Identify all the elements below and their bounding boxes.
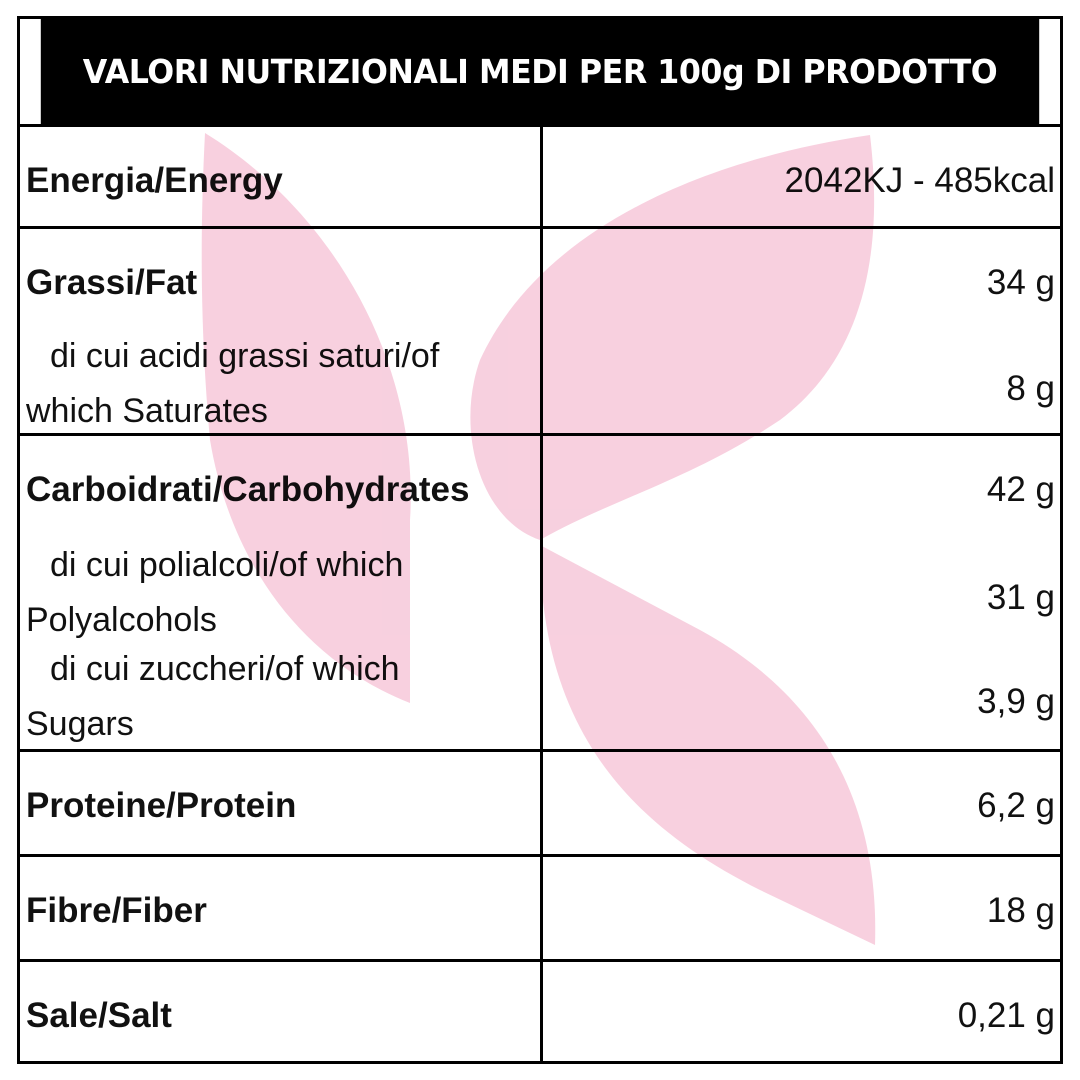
row-value: 6,2 g bbox=[977, 786, 1055, 825]
row-label: Fibre/Fiber bbox=[26, 891, 207, 930]
sub-label-polyalcohols: di cui polialcoli/of which Polyalcohols bbox=[26, 546, 404, 639]
row-value: 42 g bbox=[986, 470, 1055, 509]
row-label: Sale/Salt bbox=[26, 996, 172, 1035]
column-divider bbox=[540, 124, 543, 1061]
sub-label-saturates: di cui acidi grassi saturi/of which Satu… bbox=[26, 337, 440, 430]
sub-value-saturates: 8 g bbox=[1006, 369, 1055, 408]
row-value: 18 g bbox=[986, 891, 1055, 930]
sub-value-sugars: 3,9 g bbox=[977, 682, 1055, 721]
sub-label-sugars: di cui zuccheri/of which Sugars bbox=[26, 650, 400, 743]
row-value: 2042KJ - 485kcal bbox=[784, 161, 1055, 200]
row-label: Proteine/Protein bbox=[26, 786, 297, 825]
row-label: Energia/Energy bbox=[26, 161, 283, 200]
row-label: Carboidrati/Carbohydrates bbox=[26, 470, 470, 509]
sub-value-polyalcohols: 31 g bbox=[986, 578, 1055, 617]
table-header: VALORI NUTRIZIONALI MEDI PER 100g DI PRO… bbox=[40, 19, 1040, 124]
row-value: 0,21 g bbox=[957, 996, 1055, 1035]
row-value: 34 g bbox=[986, 263, 1055, 302]
row-label: Grassi/Fat bbox=[26, 263, 198, 302]
nutrition-table: VALORI NUTRIZIONALI MEDI PER 100g DI PRO… bbox=[17, 16, 1063, 1064]
